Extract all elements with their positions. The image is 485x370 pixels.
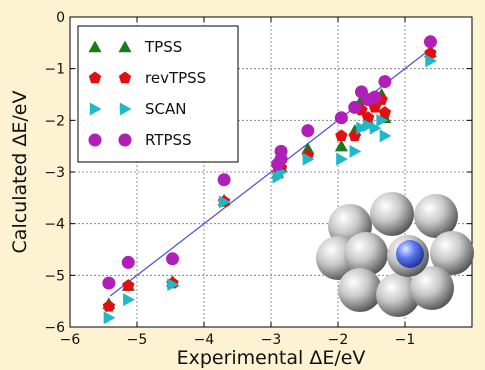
y-tick-label: −2 xyxy=(44,113,65,129)
data-point-scan xyxy=(272,170,285,184)
grey-atom xyxy=(410,266,454,310)
axis-ticks: −6 −5 −4 −3 −2 −1 −6 −5 −4 −3 −2 −1 0 xyxy=(44,10,473,348)
y-tick-label: −6 xyxy=(44,320,65,336)
x-tick-label: −2 xyxy=(328,332,349,348)
legend-marker-scan xyxy=(119,102,132,116)
y-tick-label: 0 xyxy=(56,10,65,26)
legend: TPSS revTPSS SCAN RTPSS xyxy=(77,25,239,163)
legend-marker-revtpss xyxy=(118,71,132,84)
data-point-scan xyxy=(218,195,231,209)
legend-label-scan: SCAN xyxy=(145,100,186,118)
legend-marker-rtpss xyxy=(88,133,102,147)
legend-marker-tpss xyxy=(88,40,102,53)
data-point-revtpss xyxy=(424,46,437,59)
legend-label-revtpss: revTPSS xyxy=(145,69,206,87)
blue-atom xyxy=(396,240,424,268)
grey-atom xyxy=(370,192,414,236)
data-point-rtpss xyxy=(378,75,392,89)
data-point-scan xyxy=(369,121,382,135)
data-point-scan xyxy=(356,121,368,135)
grey-atom xyxy=(344,232,388,276)
legend-marker-revtpss xyxy=(88,71,102,84)
x-axis-title: Experimental ΔE/eV xyxy=(177,347,366,369)
data-point-scan xyxy=(379,129,392,143)
atom-cluster-illustration xyxy=(316,192,474,317)
data-point-rtpss xyxy=(274,152,288,166)
data-point-scan xyxy=(167,278,180,292)
data-point-scan xyxy=(425,54,437,68)
reference-line-layer xyxy=(109,47,433,297)
legend-marker-tpss xyxy=(118,40,132,53)
data-point-scan xyxy=(302,152,315,166)
y-tick-label: −5 xyxy=(44,268,65,284)
reference-line xyxy=(109,47,433,297)
data-point-rtpss xyxy=(166,252,180,266)
grey-atom xyxy=(338,268,382,312)
data-point-rtpss xyxy=(102,276,116,290)
data-point-rtpss xyxy=(334,111,348,125)
data-point-rtpss xyxy=(348,100,362,114)
x-tick-label: −5 xyxy=(127,332,148,348)
y-tick-label: −4 xyxy=(44,217,65,233)
data-point-rtpss xyxy=(217,173,231,187)
grey-atom xyxy=(376,273,420,317)
data-point-scan xyxy=(123,293,135,307)
y-axis-title: Calculated ΔE/eV xyxy=(9,91,31,254)
x-tick-label: −3 xyxy=(261,332,282,348)
data-point-scan xyxy=(349,144,362,158)
data-point-rtpss xyxy=(368,90,382,104)
legend-label-tpss: TPSS xyxy=(144,38,182,56)
y-tick-label: −1 xyxy=(44,62,65,78)
data-point-scan xyxy=(336,152,348,166)
data-point-revtpss xyxy=(122,279,135,291)
data-point-revtpss xyxy=(102,299,116,312)
data-point-scan xyxy=(376,113,389,127)
data-point-rtpss xyxy=(301,124,315,138)
data-point-tpss xyxy=(301,142,315,154)
data-point-scan xyxy=(103,311,116,325)
data-point-revtpss xyxy=(378,106,392,118)
legend-marker-scan xyxy=(89,102,102,116)
grey-atom xyxy=(414,194,458,238)
legend-marker-rtpss xyxy=(118,133,132,147)
legend-box xyxy=(77,25,239,163)
legend-label-rtpss: RTPSS xyxy=(145,131,192,149)
x-tick-label: −1 xyxy=(395,332,416,348)
data-point-tpss xyxy=(334,139,348,152)
data-points-layer xyxy=(102,35,437,325)
y-tick-label: −3 xyxy=(44,165,65,181)
data-point-rtpss xyxy=(423,35,437,49)
grey-atom xyxy=(430,231,474,275)
x-tick-label: −6 xyxy=(60,332,81,348)
x-tick-label: −4 xyxy=(194,332,215,348)
data-point-rtpss xyxy=(121,255,135,269)
data-point-revtpss xyxy=(335,129,348,142)
